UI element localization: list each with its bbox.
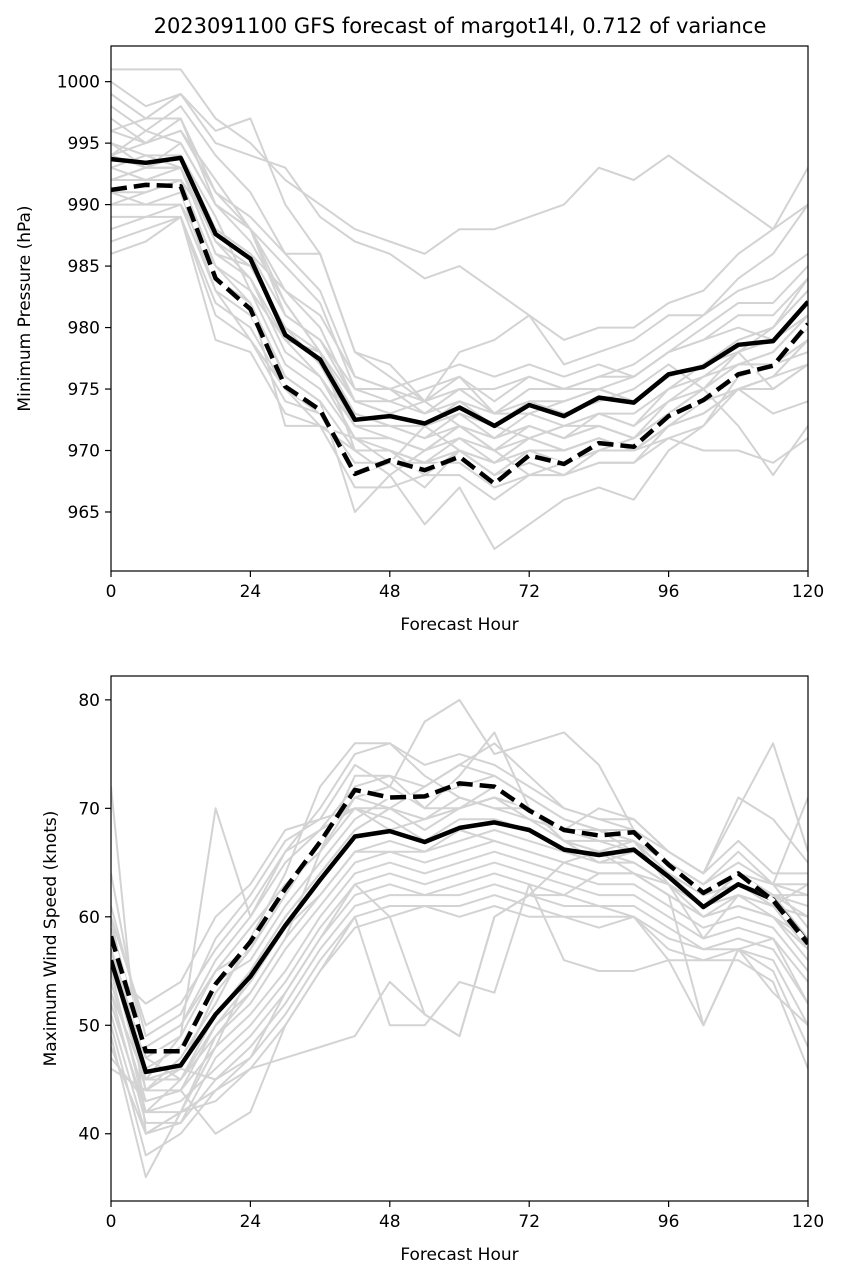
pressure-ensemble-line xyxy=(111,129,808,390)
wind-ensemble-line xyxy=(111,850,808,1103)
pressure-y-tick-label: 995 xyxy=(68,134,100,154)
pressure-ensemble-line xyxy=(111,166,808,427)
pressure-ensemble-line xyxy=(111,129,808,403)
pressure-y-tick-label: 1000 xyxy=(57,73,100,93)
wind-x-axis-label: Forecast Hour xyxy=(400,1245,518,1265)
wind-ensemble-line xyxy=(111,774,808,1070)
pressure-ensemble-line xyxy=(111,93,808,341)
wind-mean-line xyxy=(111,820,808,1075)
wind-ensemble-line xyxy=(111,883,808,1135)
wind-ensemble-line xyxy=(111,785,808,1038)
pressure-ensemble-line xyxy=(111,179,808,464)
pressure-x-axis-label: Forecast Hour xyxy=(400,615,518,635)
wind-x-tick-label: 48 xyxy=(379,1212,401,1232)
pressure-dashed-line xyxy=(111,182,808,486)
wind-y-tick-label: 60 xyxy=(78,908,100,928)
wind-ensemble-line xyxy=(111,807,808,1081)
pressure-x-tick-label: 96 xyxy=(658,582,680,602)
pressure-y-tick-label: 970 xyxy=(68,442,100,462)
wind-ensemble-line xyxy=(111,731,808,1005)
pressure-ensemble-line xyxy=(111,191,808,464)
wind-ensemble-line xyxy=(111,883,808,1135)
wind-y-tick-label: 40 xyxy=(78,1125,100,1145)
wind-x-tick-label: 24 xyxy=(240,1212,262,1232)
pressure-ensemble-line xyxy=(111,117,808,477)
pressure-y-axis-label: Minimum Pressure (hPa) xyxy=(15,205,35,411)
wind-panel: 0 24 48 72 96 120 40 50 60 70 80 Forecast Hour Maxim… xyxy=(41,675,824,1265)
pressure-y-tick-label: 990 xyxy=(68,196,100,216)
pressure-y-tick-label: 975 xyxy=(68,380,100,400)
pressure-ensemble-line xyxy=(111,215,808,501)
pressure-x-tick-label: 0 xyxy=(106,582,117,602)
wind-y-tick-label: 70 xyxy=(78,799,100,819)
pressure-mean-line xyxy=(111,155,808,429)
pressure-ensemble-line xyxy=(111,142,808,452)
pressure-ensemble-line xyxy=(111,215,808,477)
pressure-y-tick-label: 980 xyxy=(68,319,100,339)
pressure-ensemble-line xyxy=(111,68,808,255)
wind-ensemble-line xyxy=(111,872,808,1114)
pressure-ensemble-line xyxy=(111,129,808,403)
chart-title: 2023091100 GFS forecast of margot14l, 0.… xyxy=(154,14,767,38)
wind-x-tick-label: 72 xyxy=(518,1212,540,1232)
pressure-x-tick-label: 72 xyxy=(518,582,540,602)
pressure-panel: 0 24 48 72 96 120 965 970 975 980 985 990 995 1000 For… xyxy=(15,45,824,635)
pressure-y-tick-label: 985 xyxy=(68,257,100,277)
wind-ensemble-line xyxy=(111,742,808,1059)
pressure-plot-area xyxy=(111,68,808,550)
pressure-x-tick-label: 120 xyxy=(792,582,824,602)
wind-x-tick-label: 96 xyxy=(658,1212,680,1232)
pressure-y-tick-label: 965 xyxy=(68,503,100,523)
wind-ensemble-line xyxy=(111,850,808,1092)
wind-dashed-line xyxy=(111,781,808,1054)
pressure-x-tick-label: 24 xyxy=(240,582,262,602)
wind-ensemble-line xyxy=(111,861,808,1124)
wind-y-tick-label: 80 xyxy=(78,691,100,711)
wind-ensemble-line xyxy=(111,796,808,1048)
wind-y-tick-label: 50 xyxy=(78,1016,100,1036)
pressure-x-tick-label: 48 xyxy=(379,582,401,602)
wind-plot-area xyxy=(111,698,808,1179)
wind-axes-frame xyxy=(110,675,809,1202)
pressure-axes-frame xyxy=(110,45,809,572)
wind-y-axis-label: Maximum Wind Speed (knots) xyxy=(41,811,61,1067)
wind-ensemble-line xyxy=(111,905,808,1179)
pressure-ensemble-line xyxy=(111,203,808,489)
wind-ensemble-line xyxy=(111,796,808,1027)
wind-ensemble-line xyxy=(111,894,808,1157)
pressure-ensemble-line xyxy=(111,166,808,477)
wind-x-tick-label: 120 xyxy=(792,1212,824,1232)
pressure-ensemble-line xyxy=(111,154,808,477)
wind-x-tick-label: 0 xyxy=(106,1212,117,1232)
wind-ensemble-line xyxy=(111,839,808,1114)
